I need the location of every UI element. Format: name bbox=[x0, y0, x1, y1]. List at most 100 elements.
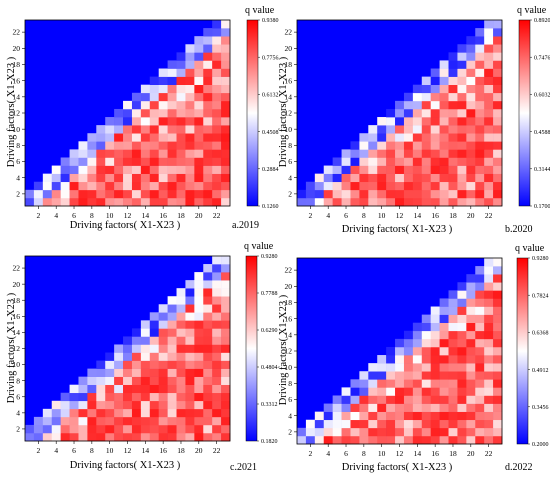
heatmap-cell bbox=[421, 189, 431, 199]
heatmap-cell bbox=[484, 141, 494, 150]
heatmap-cell bbox=[221, 264, 231, 273]
heatmap-cell bbox=[430, 322, 440, 332]
heatmap-cell bbox=[123, 117, 133, 126]
colorbar-tick-label: 0.4804 bbox=[261, 365, 278, 371]
heatmap-cell bbox=[87, 408, 97, 418]
y-tick-label: 14 bbox=[285, 92, 293, 101]
heatmap-cell bbox=[123, 392, 133, 402]
heatmap-cell bbox=[60, 197, 70, 207]
heatmap-cell bbox=[421, 314, 431, 323]
heatmap-cell bbox=[412, 173, 423, 183]
heatmap-cell bbox=[395, 411, 405, 421]
heatmap-cell bbox=[140, 197, 151, 207]
heatmap-cell bbox=[359, 181, 369, 191]
heatmap-cell bbox=[350, 165, 360, 174]
heatmap-cell bbox=[386, 117, 396, 126]
heatmap-cell bbox=[131, 92, 142, 102]
heatmap-cell bbox=[448, 52, 458, 61]
y-tick-label: 8 bbox=[16, 141, 20, 150]
heatmap-cell bbox=[60, 165, 70, 174]
heatmap-cell bbox=[493, 371, 503, 380]
heatmap-cell bbox=[51, 173, 61, 183]
heatmap-cell bbox=[149, 432, 159, 442]
heatmap-cell bbox=[439, 322, 449, 332]
heatmap-cell bbox=[158, 117, 168, 126]
y-axis-label: Driving factors( X1-X23 ) bbox=[278, 56, 289, 167]
heatmap-cell bbox=[167, 100, 177, 110]
heatmap-cell bbox=[305, 427, 316, 437]
heatmap-cell bbox=[403, 157, 414, 166]
heatmap-cell bbox=[25, 424, 35, 434]
heatmap-cell bbox=[176, 197, 186, 207]
heatmap-cell bbox=[194, 100, 204, 110]
heatmap-cell bbox=[439, 363, 449, 372]
heatmap-cell bbox=[395, 379, 405, 388]
heatmap-cell bbox=[475, 92, 485, 102]
heatmap-cell bbox=[158, 141, 168, 150]
heatmap-cell bbox=[221, 272, 231, 281]
heatmap-cell bbox=[350, 411, 360, 421]
heatmap-cell bbox=[314, 197, 325, 207]
heatmap-cell bbox=[493, 314, 503, 323]
heatmap-cell bbox=[475, 290, 485, 299]
heatmap-cell bbox=[212, 36, 222, 45]
heatmap-cell bbox=[221, 189, 231, 199]
heatmap-cell bbox=[87, 416, 97, 426]
heatmap-cell bbox=[149, 189, 159, 199]
heatmap-cell bbox=[412, 197, 423, 207]
heatmap-cell bbox=[33, 432, 44, 442]
heatmap-cell bbox=[305, 197, 316, 207]
heatmap-cell bbox=[51, 424, 61, 434]
heatmap-cell bbox=[493, 258, 503, 267]
heatmap-cell bbox=[221, 304, 231, 313]
heatmap-cell bbox=[51, 165, 61, 174]
y-tick-label: 14 bbox=[13, 92, 21, 101]
heatmap-cell bbox=[167, 108, 177, 118]
heatmap-cell bbox=[484, 173, 494, 183]
heatmap-cell bbox=[167, 320, 177, 329]
heatmap-cell bbox=[96, 416, 106, 426]
heatmap-cell bbox=[203, 173, 213, 183]
heatmap-cell bbox=[203, 84, 213, 94]
heatmap-cell bbox=[484, 363, 494, 372]
heatmap-cell bbox=[484, 157, 494, 166]
heatmap-cell bbox=[466, 44, 476, 53]
heatmap-cell bbox=[194, 60, 204, 69]
heatmap-cell bbox=[403, 403, 414, 412]
heatmap-cell bbox=[395, 395, 405, 404]
heatmap-cell bbox=[457, 76, 467, 85]
heatmap-cell bbox=[395, 338, 405, 348]
heatmap-cell bbox=[377, 387, 387, 396]
heatmap-cell bbox=[439, 125, 449, 134]
heatmap-cell bbox=[158, 424, 168, 434]
heatmap-cell bbox=[439, 314, 449, 323]
heatmap-cell bbox=[131, 336, 142, 345]
heatmap-cell bbox=[350, 387, 360, 396]
heatmap-cell bbox=[403, 149, 414, 158]
heatmap-cell bbox=[203, 384, 213, 394]
heatmap-cell bbox=[221, 336, 231, 345]
heatmap-cell bbox=[439, 181, 449, 191]
heatmap-cell bbox=[114, 344, 124, 353]
heatmap-cell bbox=[185, 312, 195, 321]
heatmap-cell bbox=[493, 100, 503, 110]
heatmap-cell bbox=[158, 173, 168, 183]
colorbar-tick-label: 0.1820 bbox=[261, 439, 278, 445]
heatmap-cell bbox=[114, 352, 124, 361]
heatmap-cell bbox=[457, 125, 467, 134]
heatmap-cell bbox=[167, 344, 177, 353]
heatmap-cell bbox=[203, 368, 213, 377]
heatmap-cell bbox=[203, 189, 213, 199]
heatmap-cell bbox=[493, 298, 503, 307]
heatmap-cell bbox=[314, 411, 325, 421]
heatmap-cell bbox=[466, 76, 476, 85]
heatmap-cell bbox=[42, 408, 53, 418]
heatmap-cell bbox=[466, 189, 476, 199]
heatmap-cell bbox=[167, 432, 177, 442]
heatmap-cell bbox=[484, 20, 494, 29]
heatmap-cell bbox=[33, 416, 44, 426]
heatmap-cell bbox=[212, 44, 222, 53]
heatmap-cell bbox=[123, 197, 133, 207]
x-tick-label: 14 bbox=[142, 211, 150, 220]
heatmap-cell bbox=[377, 395, 387, 404]
